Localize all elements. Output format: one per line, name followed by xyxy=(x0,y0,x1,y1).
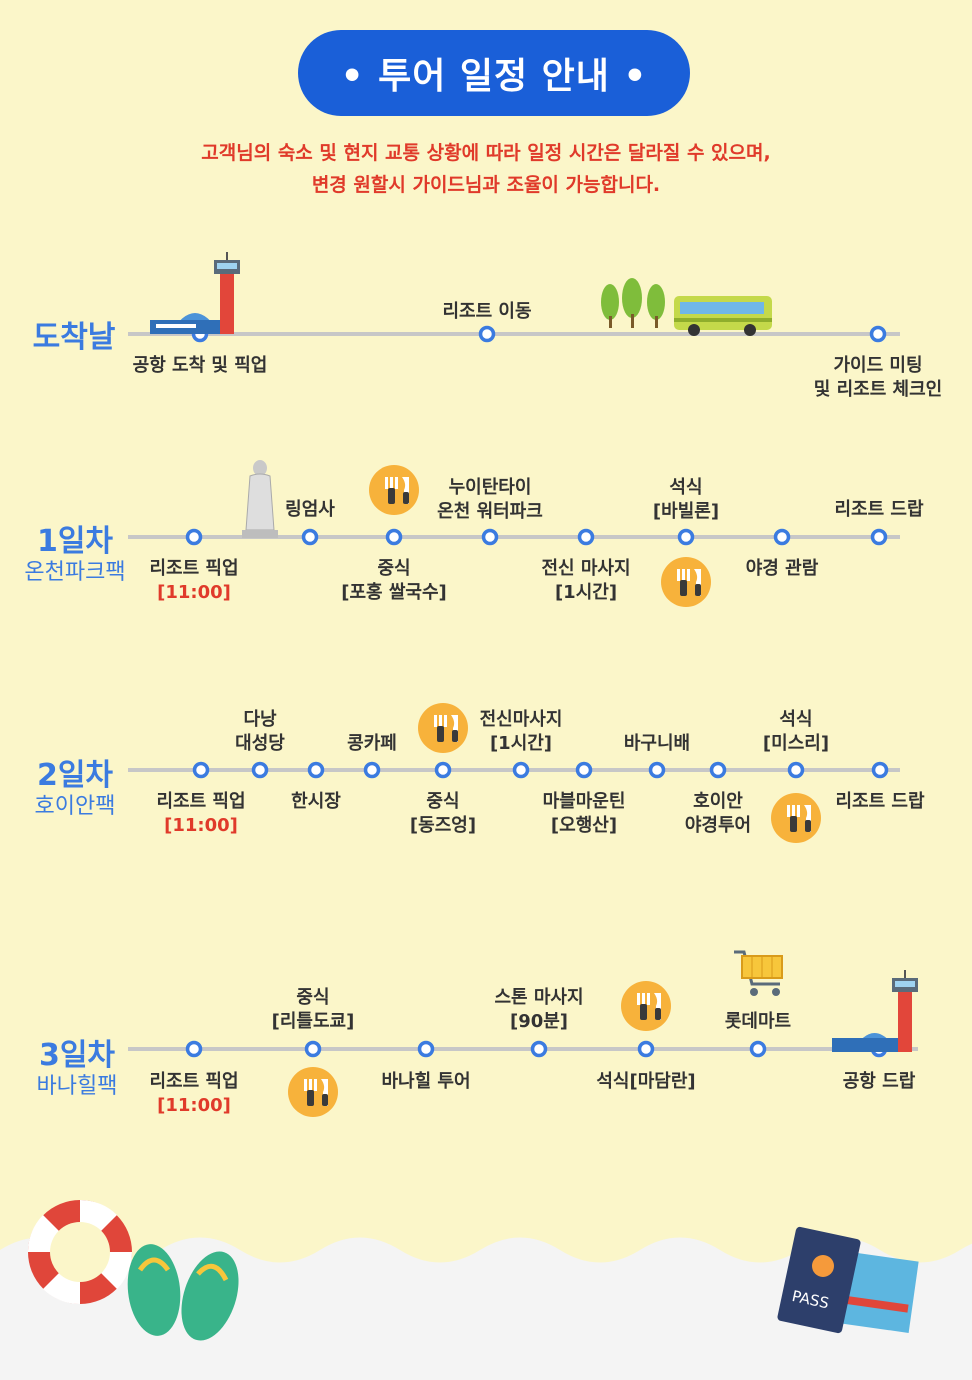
label-lunch-day1: 중식 [포홍 쌀국수] xyxy=(341,558,447,603)
label-resort-move: 리조트 이동 xyxy=(442,301,532,322)
bottom-wave xyxy=(0,1237,972,1380)
timeline-node xyxy=(251,761,269,779)
timeline-node xyxy=(417,1040,435,1058)
lifebuoy-icon xyxy=(27,1199,133,1305)
label-guide-meeting: 가이드 미팅 및 리조트 체크인 xyxy=(813,355,943,400)
day-subtitle-day1: 온천파크팩 xyxy=(24,560,126,585)
passport-icon: PASS xyxy=(777,1226,919,1334)
label-lunch-day2: 중식 [동즈엉] xyxy=(409,791,477,836)
label-kong-cafe: 콩카페 xyxy=(347,733,397,754)
timeline-node xyxy=(512,761,530,779)
label-dinner-day3: 석식[마담란] xyxy=(596,1071,696,1092)
timeline-node xyxy=(185,528,203,546)
label-marble-mountain: 마블마운틴 [오행산] xyxy=(542,791,626,836)
notice-line-1: 고객님의 숙소 및 현지 교통 상황에 따라 일정 시간은 달라질 수 있으며, xyxy=(201,142,771,164)
airport-tower-icon xyxy=(832,970,918,1052)
label-airport-drop: 공항 드랍 xyxy=(842,1071,916,1092)
timeline-node xyxy=(478,325,496,343)
label-resort-pickup-day2: 리조트 픽업 [11:00] xyxy=(156,791,246,836)
timeline-node xyxy=(870,528,888,546)
label-bana-tour: 바나힐 투어 xyxy=(381,1071,471,1092)
label-massage-day1: 전신 마사지 [1시간] xyxy=(541,558,631,603)
bus-icon xyxy=(674,296,772,336)
label-resort-pickup-day1: 리조트 픽업 [11:00] xyxy=(149,558,239,603)
label-dinner-day2: 석식 [미스리] xyxy=(762,709,830,754)
meal-icon xyxy=(369,465,419,515)
airport-tower-icon xyxy=(150,252,240,334)
timeline-node xyxy=(637,1040,655,1058)
statue-icon xyxy=(242,460,278,538)
day-title-day1: 1일차 xyxy=(36,524,114,559)
label-cathedral: 다낭 대성당 xyxy=(235,709,285,754)
label-airport-arrival: 공항 도착 및 픽업 xyxy=(132,355,268,376)
label-basket-boat: 바구니배 xyxy=(623,733,691,754)
label-linh-ung: 링엄사 xyxy=(285,499,335,520)
day-subtitle-day2: 호이안팩 xyxy=(34,794,116,819)
label-dinner-day1: 석식 [바빌론] xyxy=(652,477,720,522)
tree-icon xyxy=(601,278,665,328)
timeline-node xyxy=(871,761,889,779)
timeline-node xyxy=(709,761,727,779)
timeline-node xyxy=(773,528,791,546)
label-lunch-day3: 중식 [리틀도쿄] xyxy=(271,987,355,1032)
timeline-node xyxy=(869,325,887,343)
timeline-node xyxy=(192,761,210,779)
timeline-node xyxy=(307,761,325,779)
timeline-node xyxy=(385,528,403,546)
label-resort-drop-day2: 리조트 드랍 xyxy=(835,791,925,812)
timeline-node xyxy=(575,761,593,779)
day-title-day2: 2일차 xyxy=(36,758,114,793)
meal-icon xyxy=(418,703,468,753)
flip-flops-icon xyxy=(127,1244,239,1341)
meal-icon xyxy=(621,981,671,1031)
label-lotte-mart: 롯데마트 xyxy=(724,1011,792,1032)
label-waterpark: 누이탄타이 온천 워터파크 xyxy=(437,477,543,522)
label-han-market: 한시장 xyxy=(291,791,341,812)
label-resort-pickup-day3: 리조트 픽업 [11:00] xyxy=(149,1071,239,1116)
meal-icon xyxy=(771,793,821,843)
timeline-node xyxy=(363,761,381,779)
meal-icon xyxy=(661,557,711,607)
notice-line-2: 변경 원할시 가이드님과 조율이 가능합니다. xyxy=(311,174,661,196)
timeline-node xyxy=(304,1040,322,1058)
meal-icon xyxy=(288,1067,338,1117)
timeline-node xyxy=(434,761,452,779)
label-night-view: 야경 관람 xyxy=(745,558,819,579)
timeline-node xyxy=(301,528,319,546)
shopping-cart-icon xyxy=(734,950,783,996)
page-title: • 투어 일정 안내 • xyxy=(298,30,690,116)
timeline-node xyxy=(677,528,695,546)
timeline-node xyxy=(787,761,805,779)
timeline-node xyxy=(481,528,499,546)
label-stone-massage: 스톤 마사지 [90분] xyxy=(494,987,584,1032)
day-subtitle-day3: 바나힐팩 xyxy=(36,1074,118,1099)
timeline-node xyxy=(749,1040,767,1058)
timeline-node xyxy=(185,1040,203,1058)
day-title-day3: 3일차 xyxy=(38,1038,116,1073)
label-hoian-night: 호이안 야경투어 xyxy=(684,791,752,836)
day-title-arrival: 도착날 xyxy=(32,320,116,355)
timeline-node xyxy=(648,761,666,779)
timeline-node xyxy=(577,528,595,546)
label-massage-day2: 전신마사지 [1시간] xyxy=(479,709,563,754)
label-resort-drop-day1: 리조트 드랍 xyxy=(834,499,924,520)
timeline-node xyxy=(530,1040,548,1058)
